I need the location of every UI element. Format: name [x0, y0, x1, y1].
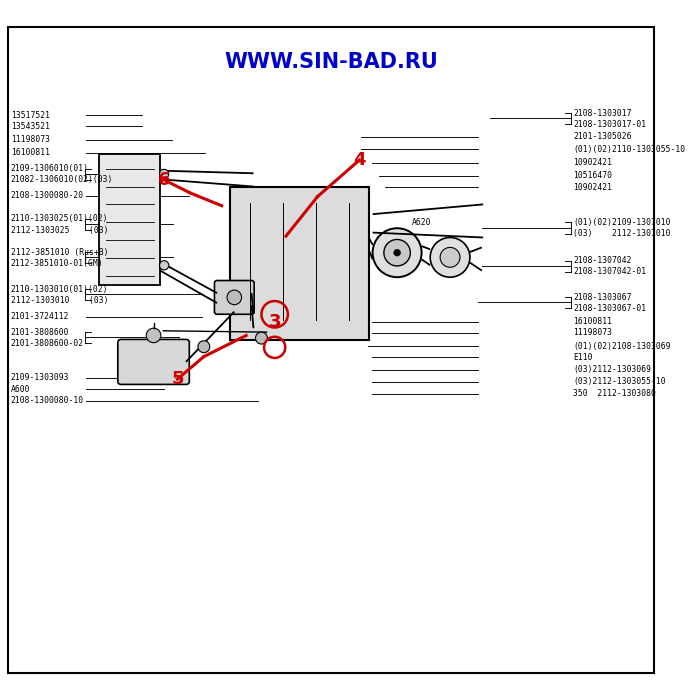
- Text: 2110-1303025(01)(02): 2110-1303025(01)(02): [10, 214, 108, 223]
- Circle shape: [160, 260, 169, 270]
- Bar: [99, 154, 160, 285]
- Text: 2108-1303067: 2108-1303067: [573, 293, 631, 302]
- Circle shape: [384, 239, 410, 266]
- Text: 350  2112-1303080: 350 2112-1303080: [573, 389, 656, 398]
- FancyBboxPatch shape: [214, 281, 254, 314]
- Text: (01)(02)2109-1307010: (01)(02)2109-1307010: [573, 218, 671, 227]
- Text: 2108-1300080-20: 2108-1300080-20: [10, 191, 84, 200]
- Circle shape: [160, 169, 169, 178]
- Text: 2112-1303010    (03): 2112-1303010 (03): [10, 296, 108, 305]
- Circle shape: [198, 341, 210, 353]
- Text: 16100811: 16100811: [10, 148, 50, 158]
- Text: 2101-3808600-02: 2101-3808600-02: [10, 339, 84, 348]
- Text: 10516470: 10516470: [573, 172, 612, 181]
- Text: (01)(02)2108-1303069: (01)(02)2108-1303069: [573, 342, 671, 351]
- Text: (03)2112-1303055-10: (03)2112-1303055-10: [573, 377, 666, 386]
- Text: WWW.SIN-BAD.RU: WWW.SIN-BAD.RU: [224, 52, 438, 72]
- Text: 11198073: 11198073: [10, 135, 50, 144]
- Text: 6: 6: [158, 171, 170, 189]
- Text: 13517521: 13517521: [10, 111, 50, 120]
- Text: A620: A620: [412, 218, 431, 227]
- Text: 2101-3724112: 2101-3724112: [10, 312, 69, 321]
- Text: 2110-1303010(01)(02): 2110-1303010(01)(02): [10, 285, 108, 293]
- Text: 2109-1303093: 2109-1303093: [10, 373, 69, 382]
- Text: 2108-1303017: 2108-1303017: [573, 108, 631, 118]
- Circle shape: [372, 228, 421, 277]
- Bar: [230, 186, 370, 340]
- FancyBboxPatch shape: [118, 340, 189, 384]
- Text: 2108-1307042-01: 2108-1307042-01: [573, 267, 646, 276]
- Text: A600: A600: [10, 384, 30, 393]
- Text: 2108-1303017-01: 2108-1303017-01: [573, 120, 646, 129]
- Text: 21082-1306010(02)(03): 21082-1306010(02)(03): [10, 176, 113, 184]
- Text: 5: 5: [171, 370, 183, 388]
- Circle shape: [430, 237, 470, 277]
- Text: 2108-1300080-10: 2108-1300080-10: [10, 396, 84, 405]
- Text: 10902421: 10902421: [573, 158, 612, 167]
- Text: 2112-1303025    (03): 2112-1303025 (03): [10, 225, 108, 234]
- Circle shape: [256, 332, 267, 344]
- Text: (01)(02)2110-1303055-10: (01)(02)2110-1303055-10: [573, 145, 685, 154]
- Text: 11198073: 11198073: [573, 328, 612, 337]
- Text: 4: 4: [353, 151, 365, 169]
- Text: 2108-1303067-01: 2108-1303067-01: [573, 304, 646, 313]
- Text: 2112-3851010 (Rus+B): 2112-3851010 (Rus+B): [10, 248, 108, 256]
- Text: 2101-1305026: 2101-1305026: [573, 132, 631, 141]
- Text: E110: E110: [573, 353, 593, 362]
- Circle shape: [440, 247, 460, 267]
- Circle shape: [227, 290, 242, 304]
- Text: 16100811: 16100811: [573, 317, 612, 326]
- Text: (03)2112-1303069: (03)2112-1303069: [573, 365, 651, 375]
- Text: 2109-1306010(01): 2109-1306010(01): [10, 164, 89, 173]
- Circle shape: [146, 328, 161, 343]
- Text: (03)    2112-1307010: (03) 2112-1307010: [573, 229, 671, 238]
- Text: 13543521: 13543521: [10, 122, 50, 131]
- Text: 2108-1307042: 2108-1307042: [573, 256, 631, 265]
- Text: 3: 3: [268, 312, 281, 330]
- Text: 10902421: 10902421: [573, 183, 612, 192]
- Text: 2112-3851010-01(GM): 2112-3851010-01(GM): [10, 259, 103, 268]
- Text: 2101-3808600: 2101-3808600: [10, 328, 69, 337]
- Circle shape: [394, 249, 400, 256]
